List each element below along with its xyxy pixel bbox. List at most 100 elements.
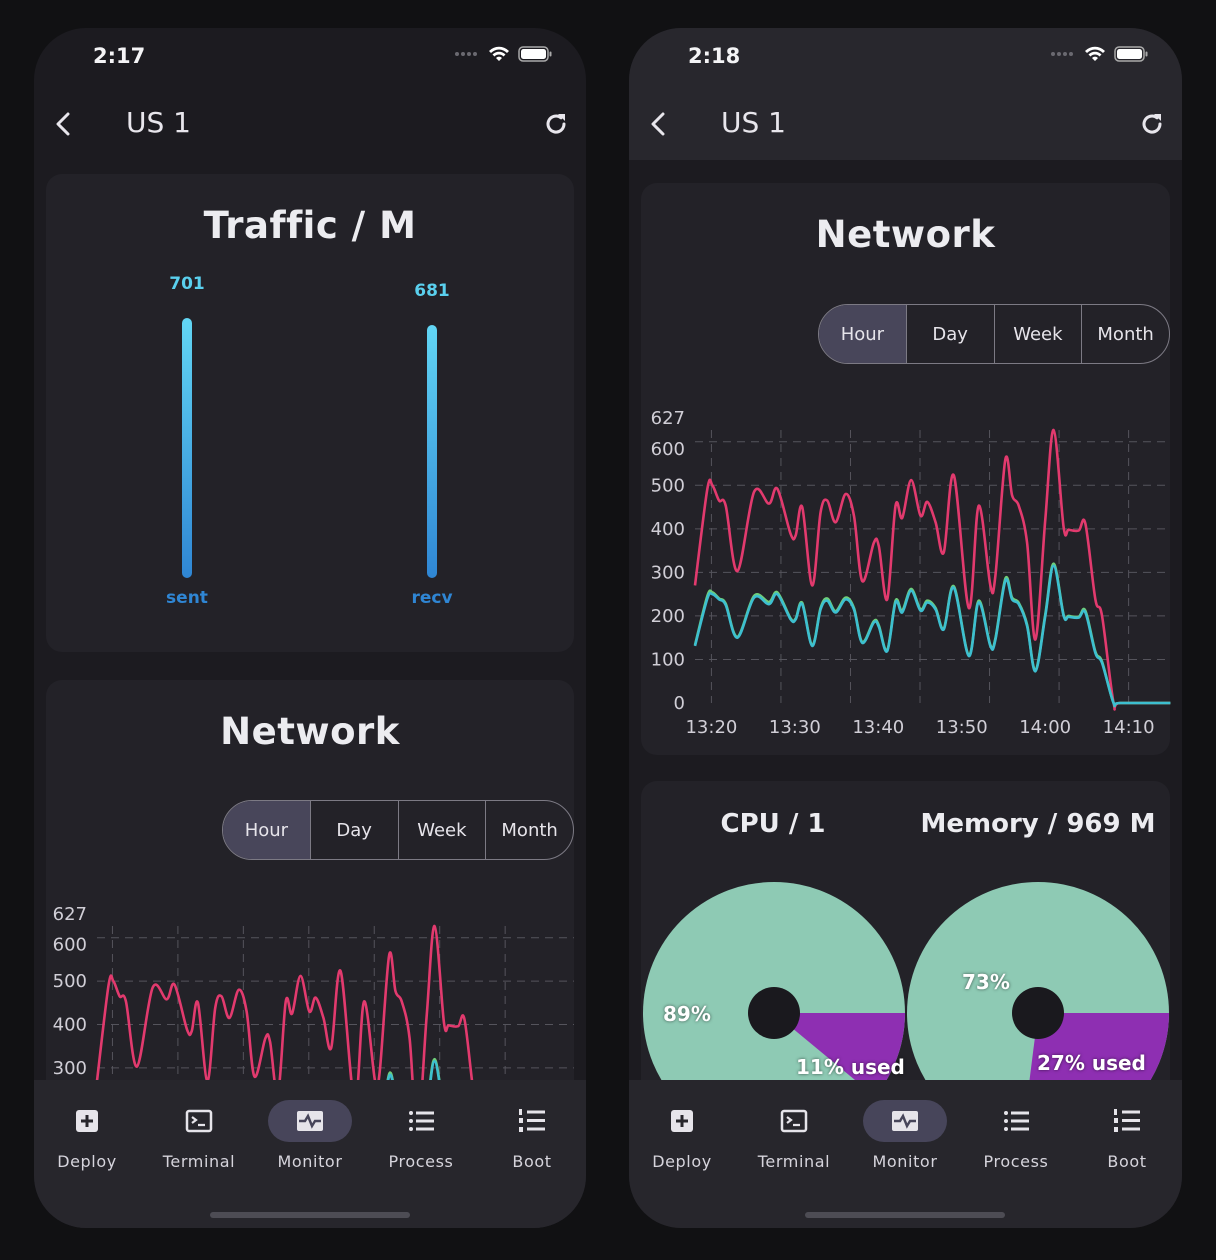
nav-item-deploy[interactable]: Deploy [37, 1100, 137, 1171]
app-header: 2:17 US 1 [34, 28, 586, 160]
sent-label: sent [166, 588, 208, 608]
range-hour[interactable]: Hour [223, 801, 310, 859]
status-icons [454, 46, 552, 62]
nav-label: Terminal [162, 1152, 236, 1171]
y-tick-label: 200 [651, 606, 685, 627]
sent-value: 701 [169, 274, 205, 294]
nav-item-deploy[interactable]: Deploy [632, 1100, 732, 1171]
header-title: US 1 [126, 106, 191, 139]
signal-dots-icon [455, 52, 477, 56]
memory-used-label: 27% used [1037, 1051, 1146, 1075]
range-month[interactable]: Month [485, 801, 573, 859]
home-indicator [805, 1212, 1005, 1218]
list-icon [379, 1100, 463, 1142]
numbered-list-icon [490, 1100, 574, 1142]
memory-free-label: 73% [962, 970, 1010, 994]
monitor-icon [268, 1100, 352, 1142]
nav-label: Boot [1107, 1152, 1147, 1171]
status-time: 2:18 [688, 44, 741, 68]
y-tick-label: 627 [651, 408, 685, 429]
phone-screen-left: 2:17 US 1 Traffic / M 701 sent 681 recv … [34, 28, 586, 1228]
network-title: Network [220, 710, 400, 753]
recv-bar [427, 325, 437, 578]
battery-icon [1114, 46, 1148, 62]
nav-label: Monitor [872, 1152, 938, 1171]
memory-title: Memory / 969 M [920, 809, 1156, 839]
range-selector: Hour Day Week Month [222, 800, 574, 860]
nav-item-process[interactable]: Process [966, 1100, 1066, 1171]
nav-label: Deploy [652, 1152, 712, 1171]
x-tick-label: 13:30 [769, 717, 821, 738]
cpu-pie-hole [748, 987, 800, 1039]
range-hour[interactable]: Hour [819, 305, 906, 363]
y-tick-label: 627 [53, 904, 87, 925]
nav-item-boot[interactable]: Boot [1077, 1100, 1177, 1171]
wifi-icon [1085, 46, 1105, 61]
list-icon [974, 1100, 1058, 1142]
y-tick-label: 400 [651, 519, 685, 540]
cpu-used-label: 11% used [796, 1055, 905, 1079]
nav-label: Process [388, 1152, 454, 1171]
cpu-title: CPU / 1 [720, 809, 826, 839]
cpu-free-label: 89% [663, 1002, 711, 1026]
battery-icon [518, 46, 552, 62]
status-time: 2:17 [93, 44, 146, 68]
back-chevron-icon[interactable] [647, 110, 671, 138]
memory-pie-hole [1012, 987, 1064, 1039]
status-icons [1050, 46, 1148, 62]
network-title: Network [815, 213, 996, 256]
bottom-nav: Deploy Terminal Monitor Process Boot [34, 1080, 586, 1228]
wifi-icon [489, 46, 509, 61]
range-selector: Hour Day Week Month [818, 304, 1170, 364]
nav-label: Process [983, 1152, 1049, 1171]
nav-item-terminal[interactable]: Terminal [744, 1100, 844, 1171]
network-chart: 010020030040050060062713:2013:3013:4013:… [53, 904, 574, 1080]
series-line-2 [693, 564, 1171, 708]
nav-item-terminal[interactable]: Terminal [149, 1100, 249, 1171]
y-tick-label: 500 [53, 971, 87, 992]
cpu-used-slice [774, 1013, 905, 1080]
y-tick-label: 300 [53, 1058, 87, 1079]
back-chevron-icon[interactable] [52, 110, 76, 138]
y-tick-label: 600 [651, 439, 685, 460]
nav-item-boot[interactable]: Boot [482, 1100, 582, 1171]
range-month[interactable]: Month [1081, 305, 1169, 363]
monitor-icon [863, 1100, 947, 1142]
range-day[interactable]: Day [309, 801, 398, 859]
series-line-0 [95, 924, 474, 1080]
sent-bar [182, 318, 192, 578]
traffic-card: Traffic / M 701 sent 681 recv [46, 174, 574, 652]
nav-item-monitor[interactable]: Monitor [260, 1100, 360, 1171]
nav-item-monitor[interactable]: Monitor [855, 1100, 955, 1171]
app-header: 2:18 US 1 [629, 28, 1182, 160]
nav-label: Deploy [57, 1152, 117, 1171]
recv-label: recv [411, 588, 453, 608]
series-line-0 [693, 428, 1171, 711]
range-day[interactable]: Day [905, 305, 994, 363]
x-tick-label: 13:20 [685, 717, 737, 738]
series-line-1 [693, 562, 1171, 708]
x-tick-label: 14:00 [1019, 717, 1071, 738]
range-week[interactable]: Week [993, 305, 1082, 363]
y-tick-label: 0 [674, 693, 685, 714]
recv-value: 681 [414, 281, 450, 301]
terminal-icon [157, 1100, 241, 1142]
nav-label: Terminal [757, 1152, 831, 1171]
x-tick-label: 14:10 [1103, 717, 1155, 738]
y-tick-label: 500 [651, 475, 685, 496]
refresh-icon[interactable] [1138, 110, 1166, 138]
bottom-nav: Deploy Terminal Monitor Process Boot [629, 1080, 1182, 1228]
y-tick-label: 100 [651, 649, 685, 670]
home-indicator [210, 1212, 410, 1218]
nav-label: Monitor [277, 1152, 343, 1171]
nav-label: Boot [512, 1152, 552, 1171]
x-tick-label: 13:50 [936, 717, 988, 738]
usage-pies [643, 882, 1169, 1080]
signal-dots-icon [1051, 52, 1073, 56]
memory-used-slice [1029, 1013, 1169, 1080]
refresh-icon[interactable] [542, 110, 570, 138]
nav-item-process[interactable]: Process [371, 1100, 471, 1171]
range-week[interactable]: Week [397, 801, 486, 859]
